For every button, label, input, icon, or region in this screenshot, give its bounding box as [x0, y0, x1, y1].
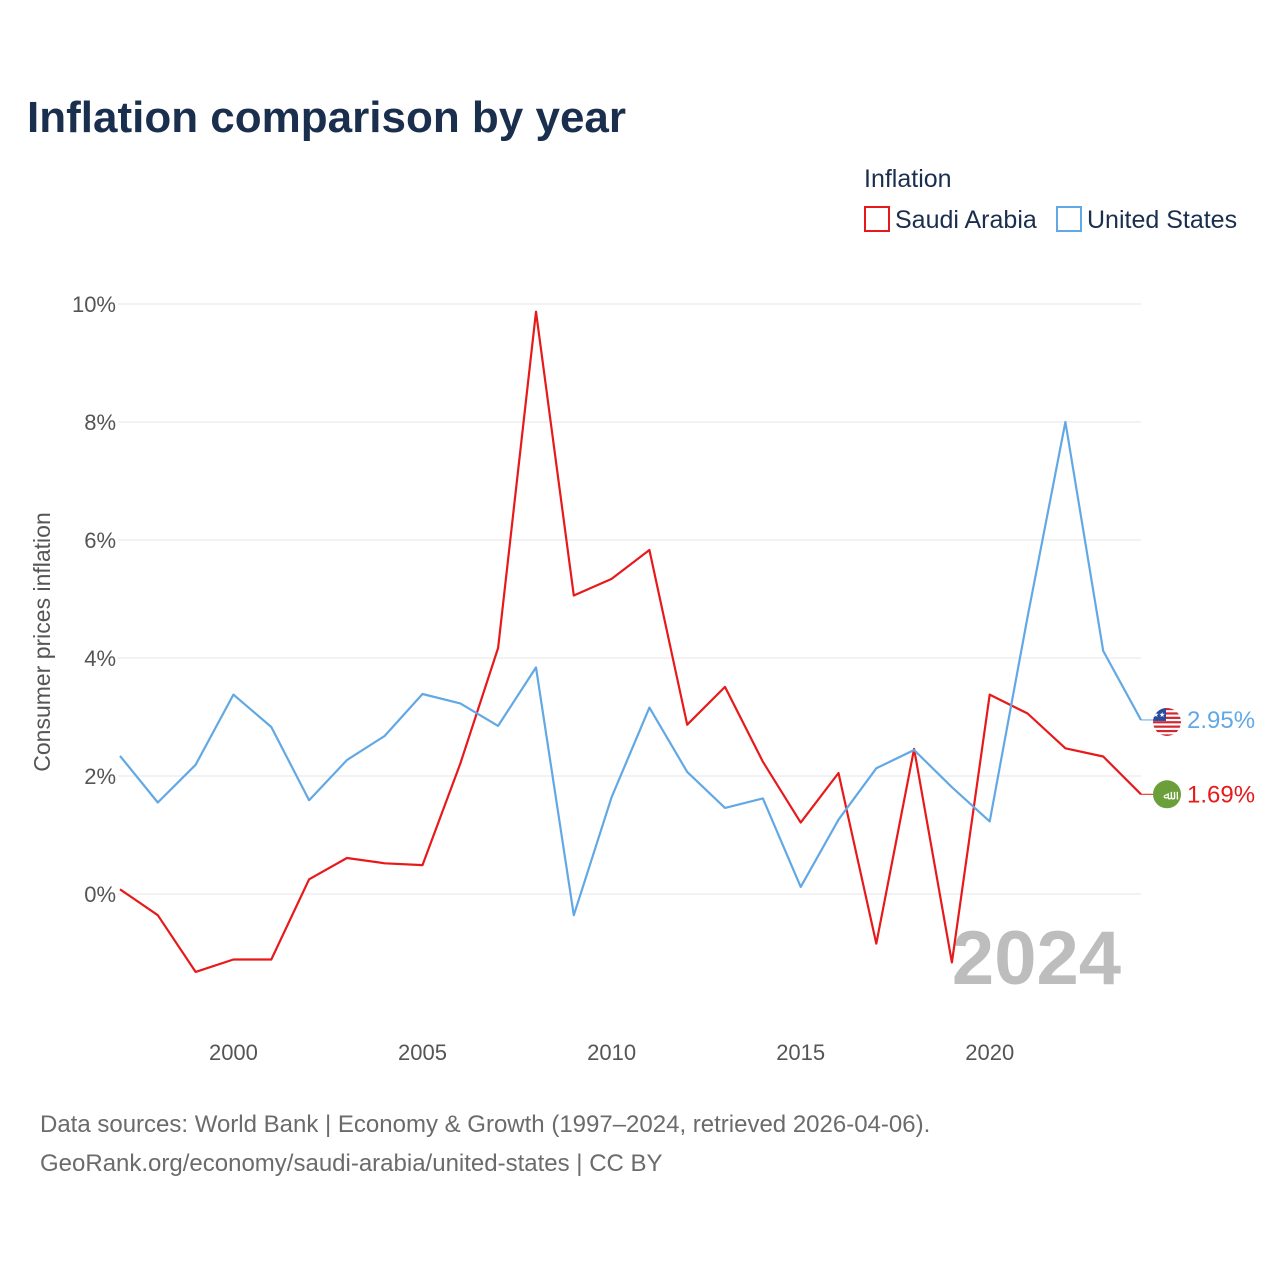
legend-swatch-saudi-arabia [864, 206, 890, 232]
y-tick-label: 4% [84, 646, 116, 671]
legend-item-saudi-arabia[interactable]: Saudi Arabia [864, 206, 1037, 234]
series-lines [119, 310, 1142, 974]
svg-text:★★: ★★ [1153, 711, 1166, 719]
chart-title: Inflation comparison by year [27, 93, 626, 142]
source-line-2: GeoRank.org/economy/saudi-arabia/united-… [40, 1150, 663, 1177]
legend-swatch-united-states [1056, 206, 1082, 232]
series-line-us [119, 420, 1142, 917]
x-tick-label: 2015 [776, 1040, 825, 1065]
x-axis-ticks: 2000 2005 2010 2015 2020 [209, 1040, 1014, 1065]
us-flag-icon: ★★ [1153, 707, 1181, 736]
y-axis-ticks: 0% 2% 4% 6% 8% 10% [72, 292, 116, 907]
y-tick-label: 2% [84, 764, 116, 789]
end-markers: ﷲ 1.69% ★★ 2.95% [1141, 707, 1255, 809]
source-line-1: Data sources: World Bank | Economy & Gro… [40, 1111, 930, 1138]
legend-item-united-states[interactable]: United States [1056, 206, 1237, 234]
saudi-flag-icon: ﷲ [1153, 780, 1181, 809]
end-value-label-us: 2.95% [1187, 707, 1255, 734]
y-tick-label: 6% [84, 528, 116, 553]
x-tick-label: 2010 [587, 1040, 636, 1065]
y-axis-title: Consumer prices inflation [29, 512, 55, 772]
year-watermark: 2024 [952, 916, 1121, 1001]
legend-title: Inflation [864, 165, 952, 193]
end-value-label-saudi: 1.69% [1187, 781, 1255, 808]
x-tick-label: 2020 [965, 1040, 1014, 1065]
gridlines [118, 303, 1141, 895]
series-line-saudi [119, 310, 1142, 974]
x-tick-label: 2000 [209, 1040, 258, 1065]
legend-label-saudi-arabia: Saudi Arabia [895, 206, 1037, 234]
y-tick-label: 10% [72, 292, 116, 317]
y-tick-label: 8% [84, 410, 116, 435]
legend-label-united-states: United States [1087, 206, 1237, 234]
x-tick-label: 2005 [398, 1040, 447, 1065]
legend: Inflation Saudi Arabia United States [864, 165, 1237, 234]
y-tick-label: 0% [84, 882, 116, 907]
